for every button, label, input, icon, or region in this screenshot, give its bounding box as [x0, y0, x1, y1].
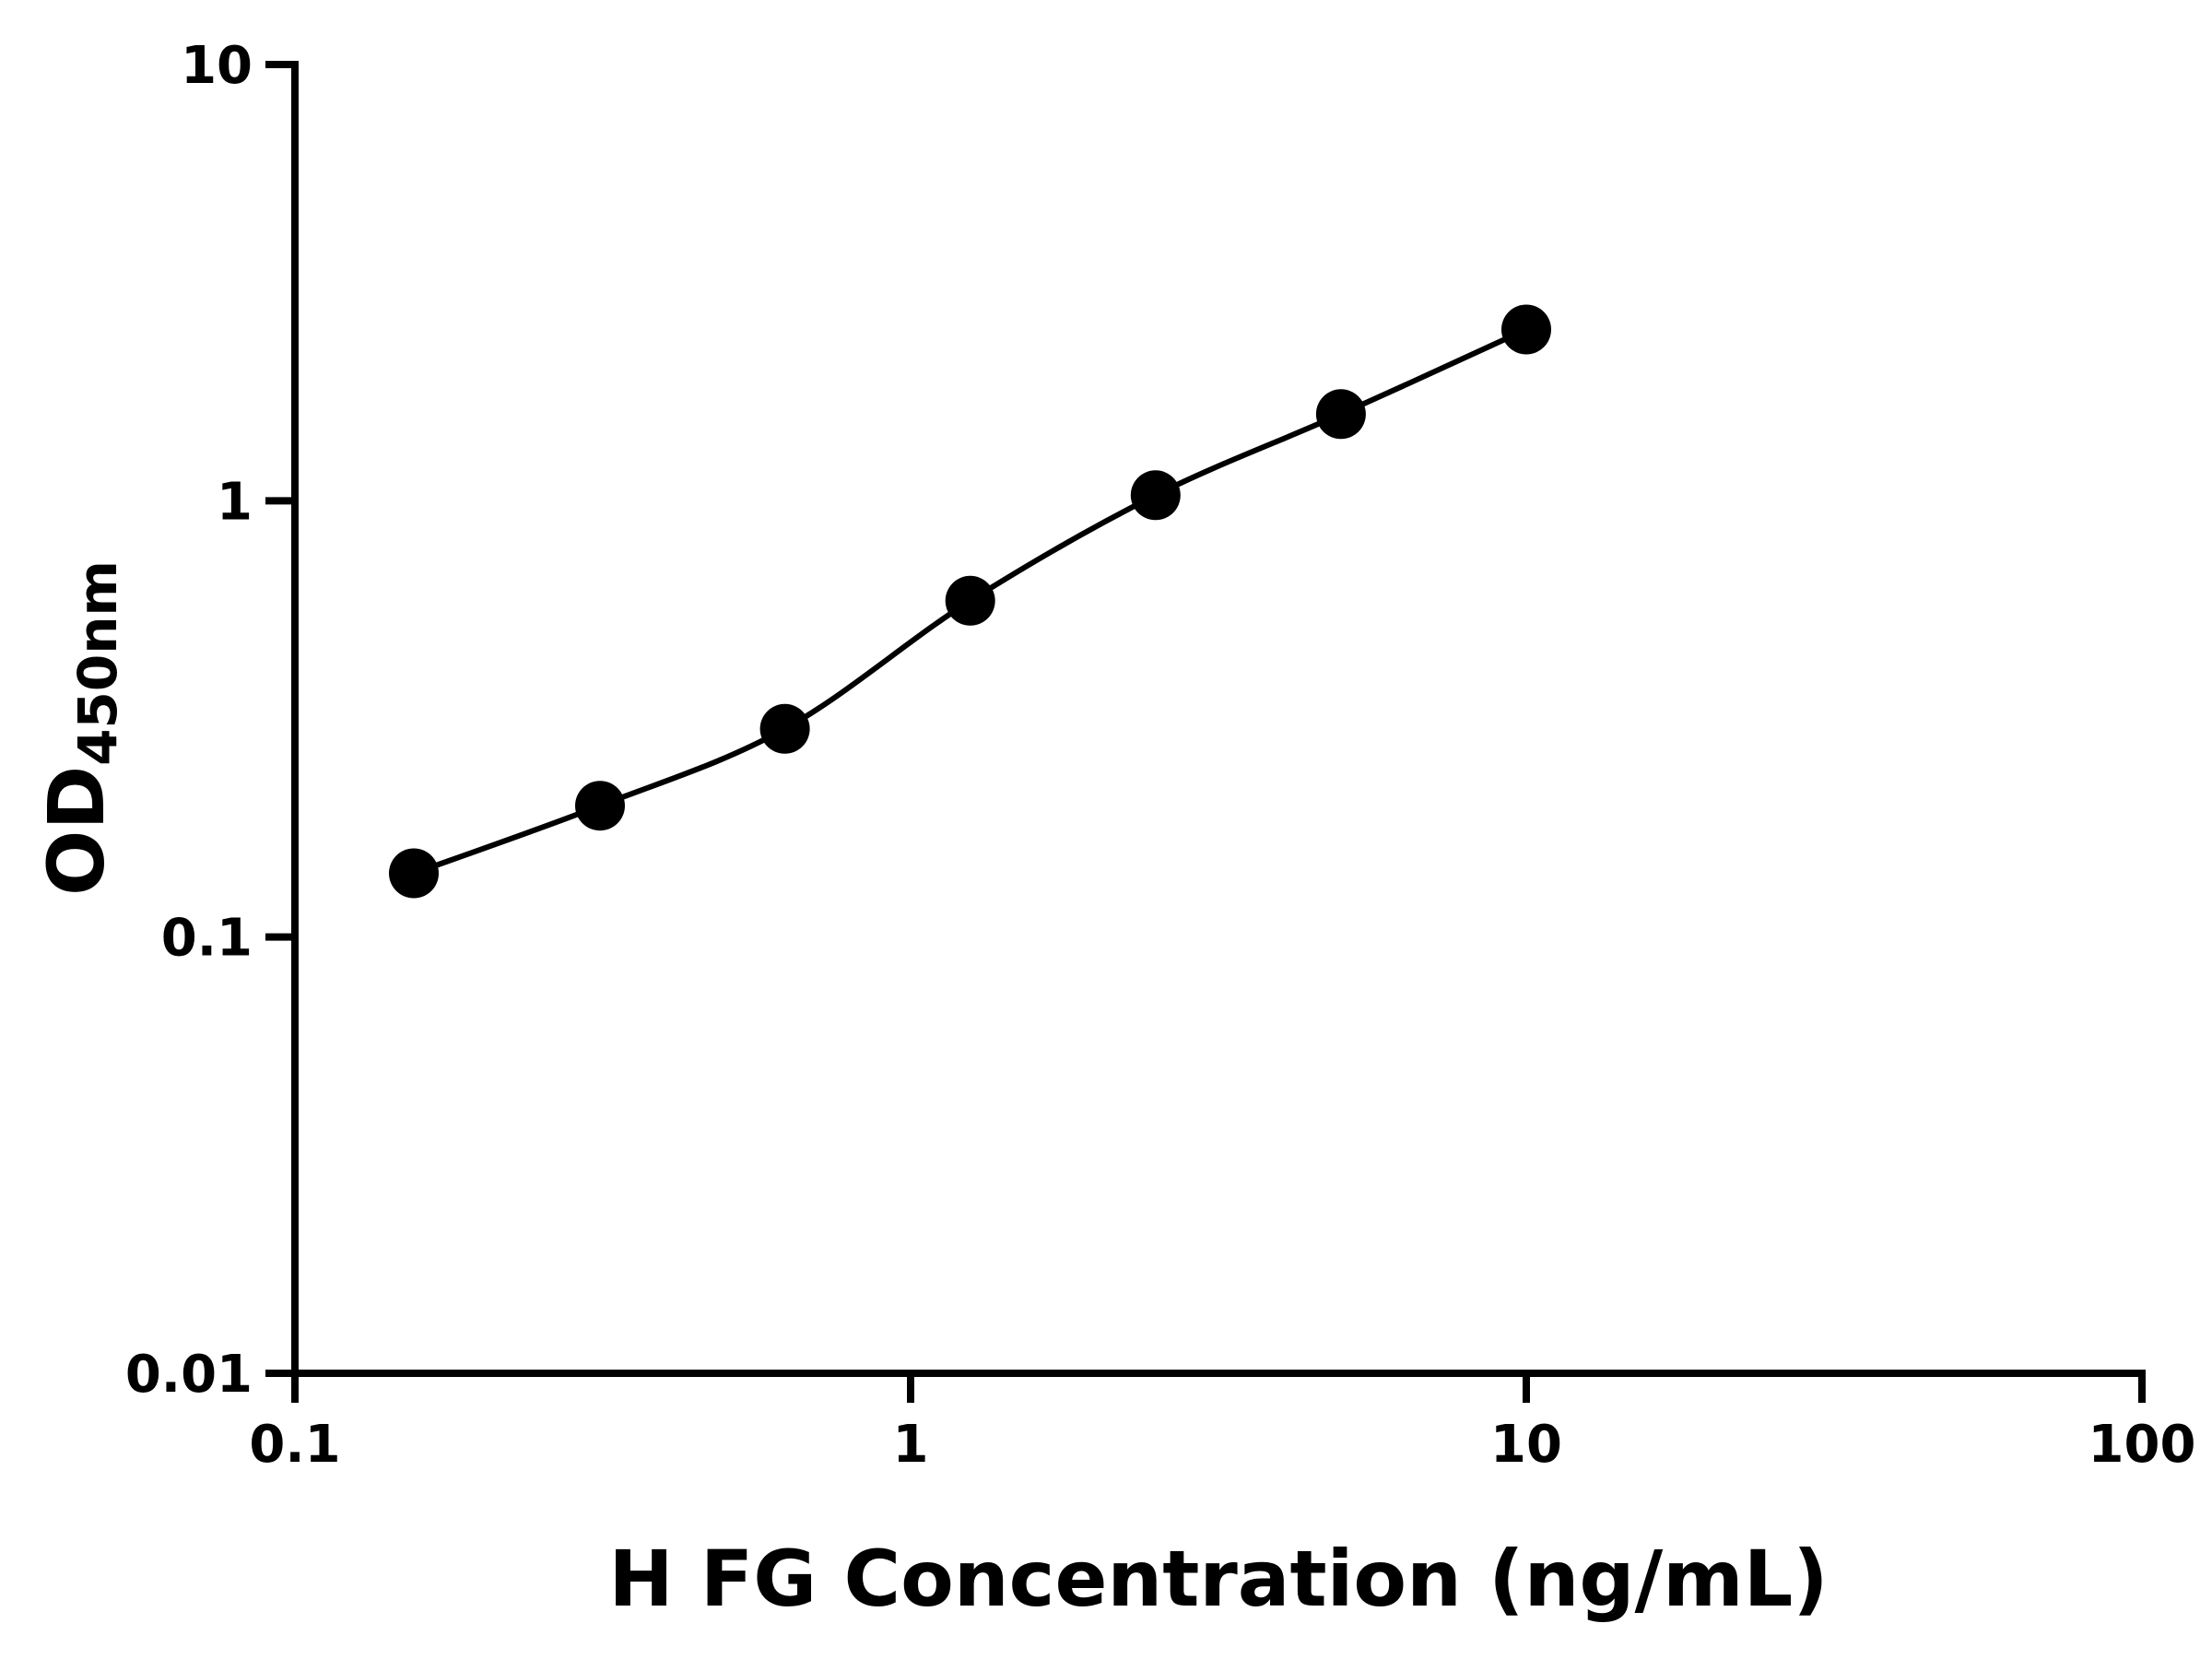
- x-tick-label: 1: [893, 1415, 929, 1475]
- axis-spines: [291, 61, 2146, 1377]
- data-point: [575, 781, 625, 831]
- data-point: [1130, 470, 1181, 521]
- x-axis-title: H FG Concentration (ng/mL): [608, 1534, 1828, 1624]
- data-point: [759, 703, 810, 754]
- y-tick-label: 0.1: [161, 909, 253, 969]
- data-series-layer: [389, 304, 1551, 899]
- axes-layer: 0.1 1 10 100 0.01 0.1 1 10: [125, 36, 2196, 1475]
- y-axis-title-main: OD: [31, 766, 122, 896]
- y-tick-label: 1: [217, 472, 253, 532]
- data-point: [389, 848, 439, 899]
- data-point: [945, 575, 995, 626]
- data-point: [1501, 304, 1551, 355]
- x-tick-label: 10: [1490, 1415, 1562, 1475]
- data-point: [1315, 389, 1366, 440]
- x-tick-label: 0.1: [249, 1415, 340, 1475]
- y-axis-title: OD450nm: [31, 560, 129, 896]
- y-axis-title-sub: 450nm: [66, 560, 129, 766]
- y-tick-label: 0.01: [125, 1345, 253, 1405]
- y-tick-label: 10: [181, 36, 253, 96]
- x-tick-label: 100: [2088, 1415, 2196, 1475]
